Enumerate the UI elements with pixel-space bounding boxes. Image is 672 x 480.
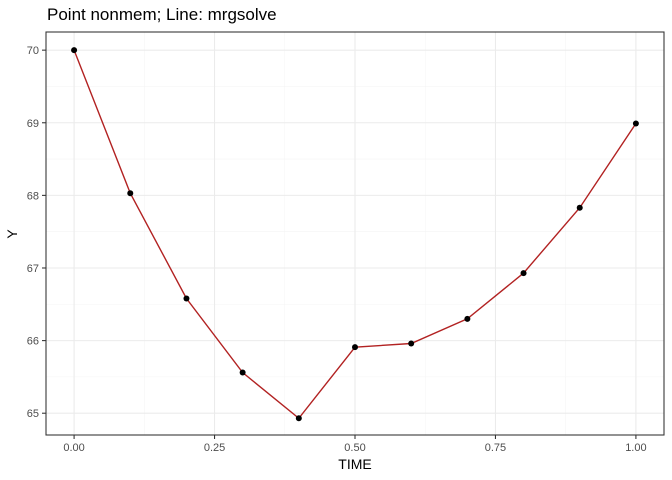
data-point: [352, 344, 358, 351]
x-tick-label: 0.75: [485, 442, 506, 454]
y-tick-label: 69: [27, 118, 39, 130]
data-point: [632, 120, 639, 127]
x-tick-label: 0.50: [344, 442, 365, 454]
x-axis: 0.00 0.25 0.50 0.75 1.00: [63, 435, 647, 454]
data-point: [576, 204, 583, 211]
data-point: [71, 47, 78, 54]
y-tick-label: 67: [27, 263, 39, 275]
data-point: [408, 340, 415, 347]
x-axis-label: TIME: [338, 456, 371, 472]
y-axis: 65 66 67 68 69 70: [27, 45, 46, 420]
series-layer: [71, 47, 639, 422]
chart-title: Point nonmem; Line: mrgsolve: [47, 5, 277, 24]
y-tick-label: 65: [27, 408, 39, 420]
y-tick-label: 66: [27, 336, 39, 348]
x-tick-label: 1.00: [625, 442, 646, 454]
y-tick-label: 70: [27, 45, 39, 57]
data-point: [183, 295, 190, 302]
y-axis-label: Y: [4, 229, 20, 239]
data-point: [295, 415, 302, 422]
data-point: [520, 270, 527, 277]
data-point: [464, 315, 471, 322]
data-point: [239, 369, 246, 376]
y-tick-label: 68: [27, 190, 39, 202]
data-point: [127, 190, 134, 197]
x-tick-label: 0.25: [204, 442, 225, 454]
x-tick-label: 0.00: [63, 442, 84, 454]
major-gridlines: [46, 32, 664, 435]
